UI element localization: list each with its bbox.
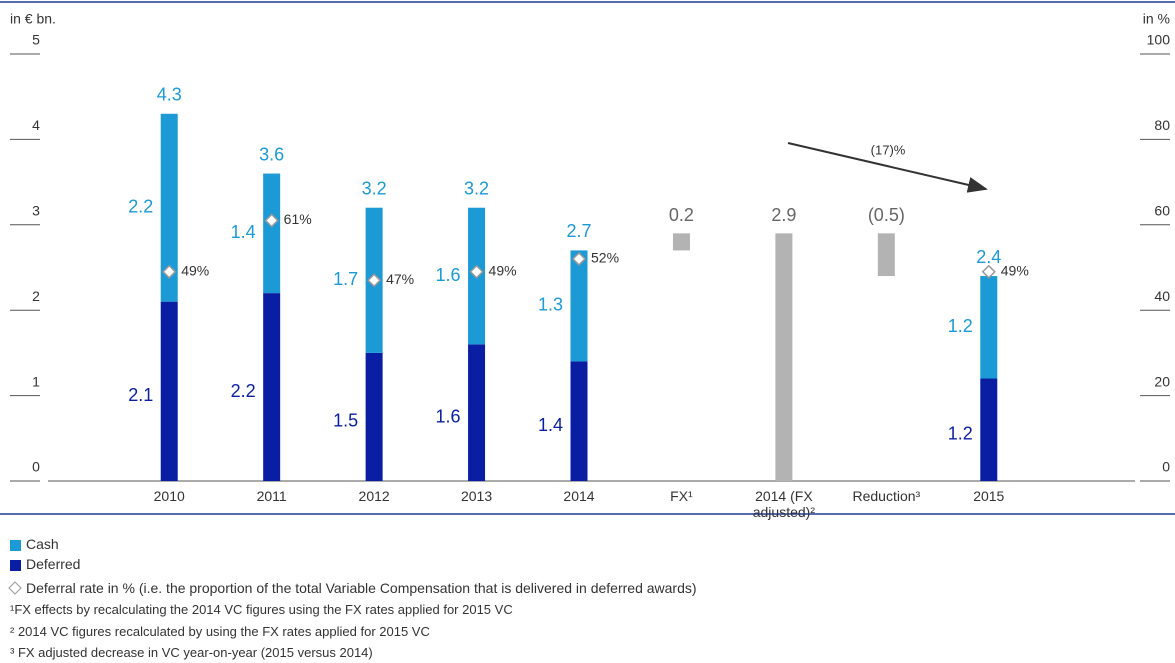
y2-tick-label: 0 bbox=[1162, 459, 1170, 475]
legend-label: Deferred bbox=[26, 556, 81, 572]
deferred-label: 2.2 bbox=[231, 381, 256, 401]
deferred-bar bbox=[263, 293, 281, 481]
legend-label: Cash bbox=[26, 536, 59, 552]
cash-label: 1.7 bbox=[333, 269, 358, 289]
cash-bar bbox=[263, 173, 281, 294]
y-tick-label: 1 bbox=[32, 373, 40, 389]
cash-label: 1.3 bbox=[538, 295, 563, 315]
cash-label: 1.2 bbox=[948, 316, 973, 336]
legend-diamond bbox=[8, 581, 22, 595]
deferral-rate-label: 52% bbox=[591, 250, 619, 266]
cash-bar bbox=[980, 276, 998, 379]
footnote: ² 2014 VC figures recalculated by using … bbox=[10, 623, 430, 639]
y2-axis-label: in % bbox=[1143, 11, 1170, 27]
deferral-rate-marker bbox=[367, 273, 382, 288]
x-tick-label: 2014 (FX adjusted)² bbox=[752, 488, 815, 520]
trend-arrow bbox=[787, 142, 988, 193]
y2-tick-label: 100 bbox=[1147, 32, 1171, 48]
deferred-bar bbox=[160, 301, 178, 481]
y-tick-label: 2 bbox=[32, 288, 40, 304]
deferral-rate-label: 49% bbox=[1001, 262, 1029, 278]
x-tick-label: Reduction³ bbox=[852, 488, 921, 504]
deferred-bar bbox=[468, 344, 486, 481]
total-label: 2.7 bbox=[566, 221, 591, 241]
y2-tick-label: 60 bbox=[1154, 203, 1170, 219]
deferral-rate-marker bbox=[469, 264, 484, 279]
deferred-label: 1.5 bbox=[333, 411, 358, 431]
waterfall-bar bbox=[877, 233, 895, 277]
y-tick-label: 0 bbox=[32, 459, 40, 475]
legend-label: Deferral rate in % (i.e. the proportion … bbox=[26, 580, 697, 596]
cash-bar bbox=[570, 250, 588, 362]
total-label: 3.2 bbox=[464, 178, 489, 198]
y-tick-label: 4 bbox=[32, 117, 40, 133]
deferral-rate-marker bbox=[264, 213, 279, 228]
waterfall-label: (0.5) bbox=[868, 205, 905, 225]
deferral-rate-marker bbox=[981, 264, 996, 279]
legend-swatch bbox=[10, 540, 21, 551]
total-label: 3.6 bbox=[259, 144, 284, 164]
deferred-label: 1.6 bbox=[436, 406, 461, 426]
deferral-rate-label: 61% bbox=[284, 211, 312, 227]
deferred-bar bbox=[980, 378, 998, 481]
total-label: 2.4 bbox=[976, 247, 1001, 267]
waterfall-bar bbox=[672, 233, 690, 251]
deferred-label: 1.4 bbox=[538, 415, 563, 435]
footnote: ¹FX effects by recalculating the 2014 VC… bbox=[10, 602, 513, 617]
deferred-label: 1.2 bbox=[948, 424, 973, 444]
y2-tick-label: 80 bbox=[1154, 117, 1170, 133]
deferral-rate-label: 49% bbox=[181, 262, 209, 278]
y-axis-label: in € bn. bbox=[10, 11, 56, 27]
deferred-label: 2.1 bbox=[128, 385, 153, 405]
total-label: 4.3 bbox=[157, 85, 182, 105]
x-tick-label: 2014 bbox=[563, 488, 595, 504]
deferral-rate-marker bbox=[571, 251, 587, 267]
y2-tick-label: 20 bbox=[1154, 373, 1170, 389]
y-tick-label: 5 bbox=[32, 32, 40, 48]
waterfall-label: 2.9 bbox=[771, 205, 796, 225]
x-tick-label: 2010 bbox=[153, 488, 185, 504]
x-tick-label: 2015 bbox=[973, 488, 1005, 504]
x-tick-label: FX¹ bbox=[670, 488, 693, 504]
cash-label: 2.2 bbox=[128, 196, 153, 216]
cash-label: 1.6 bbox=[436, 265, 461, 285]
waterfall-label: 0.2 bbox=[669, 205, 694, 225]
x-tick-label: 2012 bbox=[358, 488, 390, 504]
y-tick-label: 3 bbox=[32, 203, 40, 219]
waterfall-bar bbox=[775, 233, 793, 481]
legend-swatch bbox=[10, 560, 21, 571]
deferral-rate-label: 47% bbox=[386, 271, 414, 287]
footnote: ³ FX adjusted decrease in VC year-on-yea… bbox=[10, 645, 373, 660]
x-tick-label: 2013 bbox=[460, 488, 493, 504]
y2-tick-label: 40 bbox=[1154, 288, 1170, 304]
deferral-rate-label: 49% bbox=[489, 262, 517, 278]
annotation: (17)% bbox=[871, 142, 906, 157]
cash-bar bbox=[160, 113, 178, 302]
deferred-bar bbox=[365, 352, 383, 481]
deferral-rate-marker bbox=[162, 264, 177, 279]
deferred-bar bbox=[570, 361, 588, 481]
x-tick-label: 2011 bbox=[256, 488, 287, 504]
cash-label: 1.4 bbox=[231, 222, 256, 242]
total-label: 3.2 bbox=[362, 178, 387, 198]
